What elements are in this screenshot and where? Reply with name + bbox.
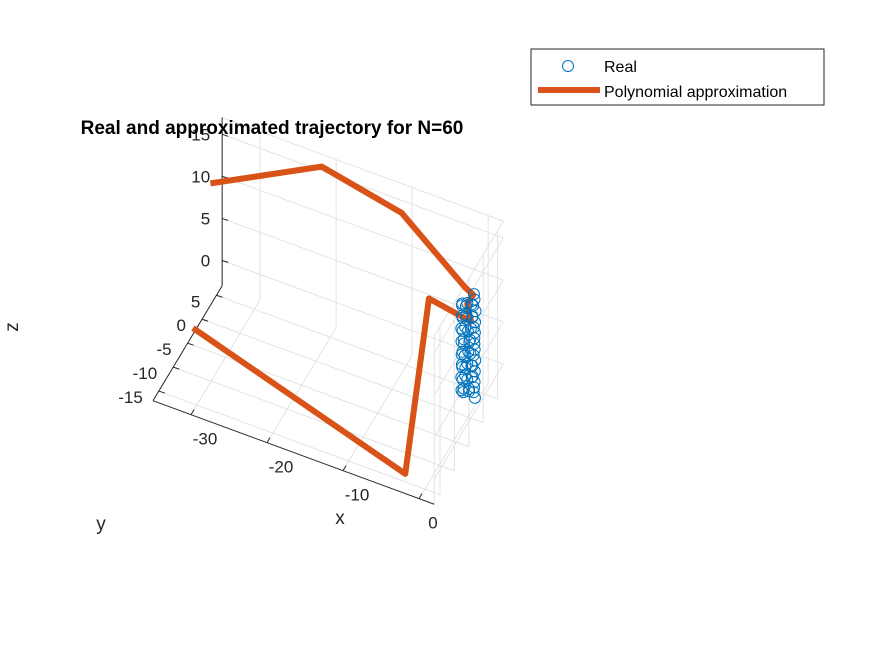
y-tick-label: -15 (118, 388, 143, 407)
real-point (455, 335, 468, 348)
y-tick-mark (187, 342, 194, 346)
polynomial-series (191, 163, 477, 477)
grid-line-z-side (433, 363, 504, 480)
grid-line-y-floor (158, 390, 441, 496)
real-point (464, 333, 477, 346)
x-tick-mark (266, 437, 271, 443)
grid-line-z-back (221, 175, 504, 281)
grid-line-y-floor (187, 342, 469, 448)
x-tick-mark (190, 409, 195, 415)
y-tick-label: 0 (177, 316, 186, 335)
grid-line-y-floor (201, 318, 484, 424)
y-tick-label: -5 (156, 340, 171, 359)
real-point (455, 384, 468, 397)
real-point (468, 391, 481, 404)
grid-border (433, 220, 504, 337)
y-axis-label: y (96, 514, 106, 535)
x-tick-label: -30 (193, 430, 218, 449)
real-point (467, 386, 480, 399)
real-point (456, 345, 469, 358)
z-tick-label: 5 (201, 209, 210, 228)
polynomial-approximation-line (191, 163, 477, 477)
z-tick-label: 10 (191, 167, 210, 186)
x-axis-line (152, 400, 435, 505)
real-point (465, 298, 478, 311)
x-tick-mark (418, 493, 423, 499)
grid-line-z-back (221, 133, 504, 239)
legend: Real Polynomial approximation (530, 48, 825, 106)
legend-label-polynomial: Polynomial approximation (604, 84, 787, 101)
z-tick-mark (222, 259, 229, 263)
x-tick-label: 0 (428, 514, 437, 533)
real-series (455, 288, 482, 404)
grid-line-z-back (221, 217, 504, 323)
y-tick-mark (173, 366, 180, 370)
real-point (468, 337, 481, 350)
real-point (461, 296, 474, 309)
z-tick-mark (222, 217, 229, 221)
grid-border (221, 117, 504, 222)
x-axis-label: x (335, 508, 345, 529)
chart-title: Real and approximated trajectory for N=6… (81, 118, 464, 139)
legend-marker-real (562, 60, 574, 72)
z-tick-mark (222, 133, 229, 137)
legend-box (530, 48, 825, 106)
x-tick-label: -10 (345, 486, 370, 505)
z-axis-label: z (2, 322, 23, 332)
y-tick-label: 5 (191, 292, 200, 311)
real-point (460, 308, 473, 321)
real-point (459, 320, 472, 333)
x-tick-mark (342, 465, 347, 471)
z-tick-label: 0 (201, 251, 210, 270)
y-tick-mark (216, 294, 223, 298)
y-tick-mark (201, 318, 209, 322)
y-tick-mark (158, 390, 165, 394)
x-tick-label: -20 (269, 458, 294, 477)
y-tick-label: -10 (133, 364, 158, 383)
legend-label-real: Real (604, 59, 637, 76)
real-point (459, 369, 472, 382)
grid-line-z-back (221, 260, 504, 365)
axis-lines (152, 117, 435, 505)
z-tick-label: 15 (191, 125, 210, 144)
grid-line-y-floor (216, 294, 498, 400)
real-point (457, 333, 470, 346)
